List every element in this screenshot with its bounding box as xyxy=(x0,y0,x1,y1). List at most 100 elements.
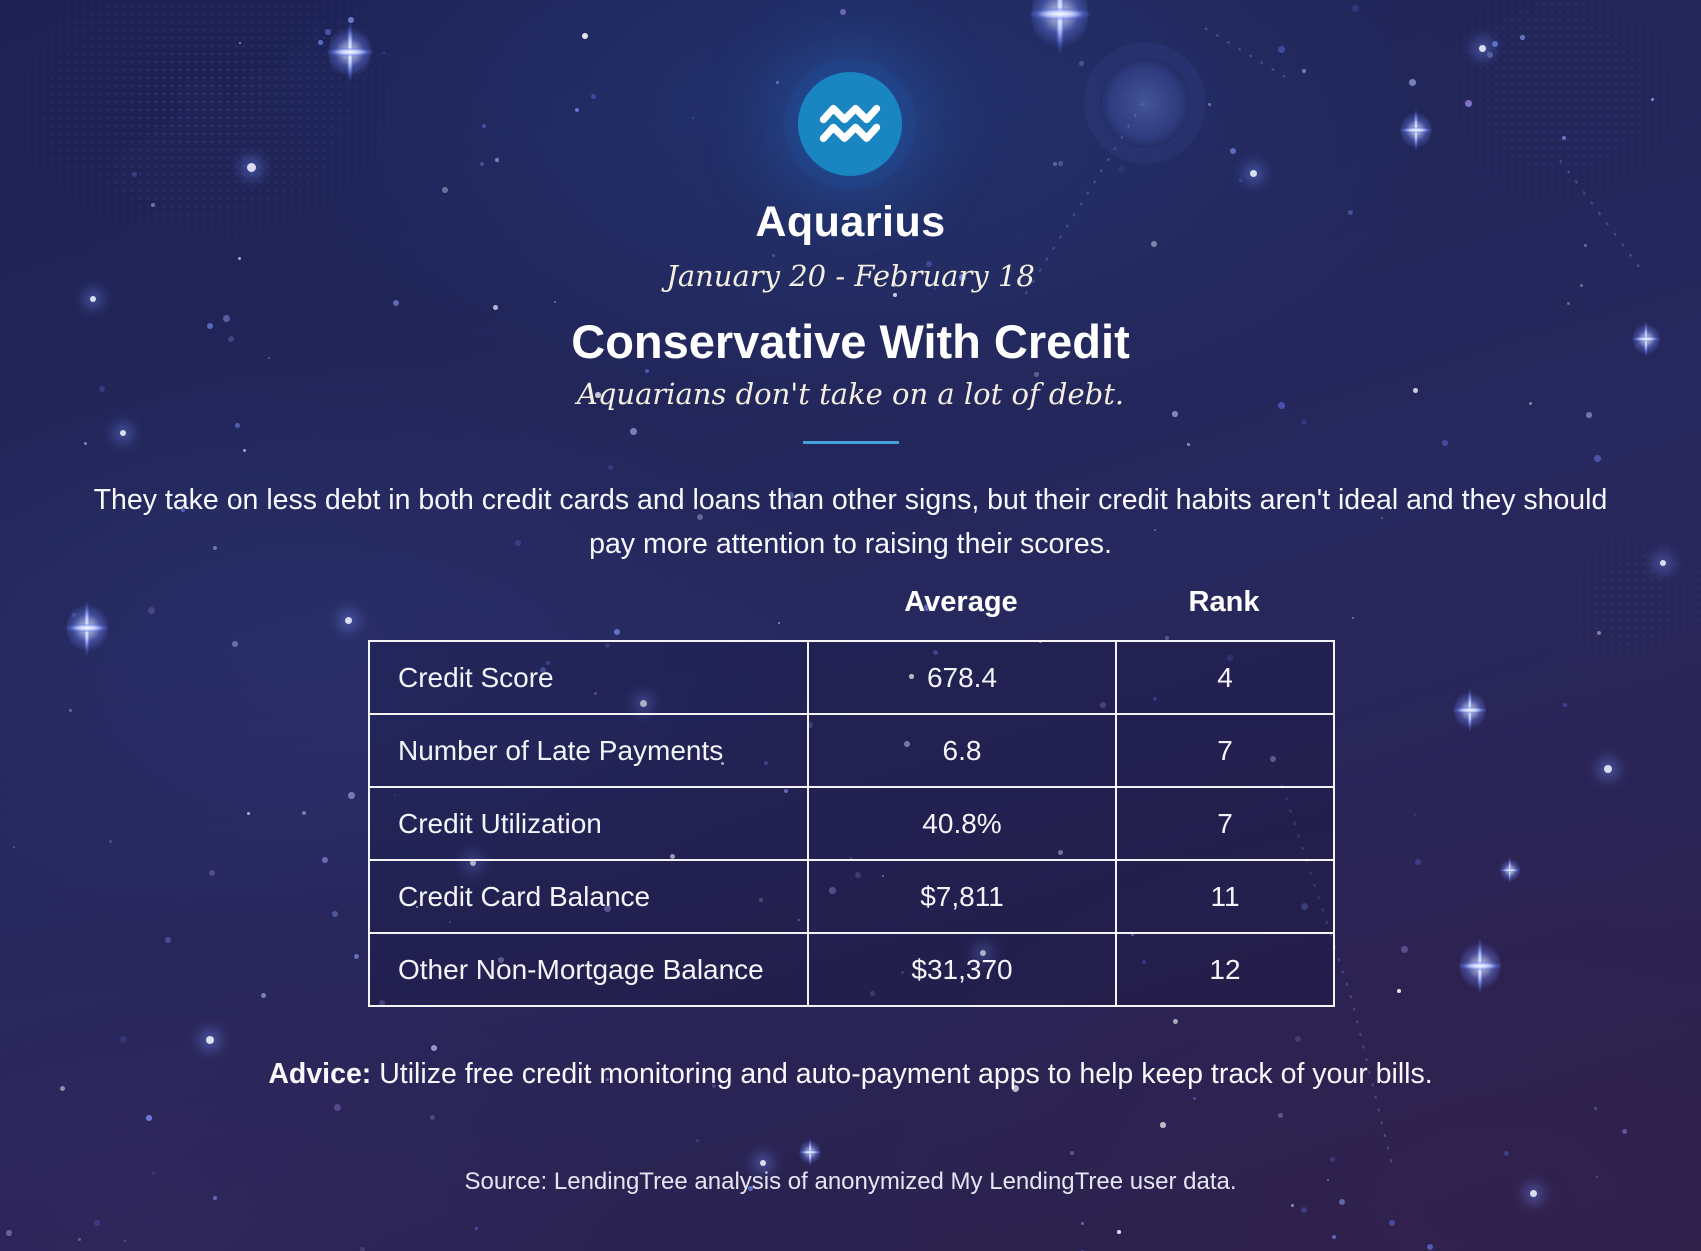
star-dot xyxy=(1053,162,1057,166)
star-dot xyxy=(1563,703,1568,708)
star-dot xyxy=(1622,1129,1628,1135)
advice-text: Utilize free credit monitoring and auto-… xyxy=(371,1058,1433,1090)
star-dot xyxy=(99,386,106,393)
star-dot xyxy=(1413,813,1416,816)
star-dot xyxy=(712,1084,716,1088)
star-dot xyxy=(498,957,504,963)
glow-star xyxy=(345,617,352,624)
table-row-average: 40.8% xyxy=(809,788,1117,861)
star-dot xyxy=(721,762,724,765)
star-dot xyxy=(692,117,695,120)
star-dot xyxy=(243,449,246,452)
table-row-label: Credit Utilization xyxy=(370,788,809,861)
star-dot xyxy=(383,52,386,55)
aquarius-badge xyxy=(798,72,902,176)
sparkle-star-icon xyxy=(58,591,116,665)
glow-star xyxy=(980,950,986,956)
star-dot xyxy=(778,622,781,625)
star-dot xyxy=(608,465,614,471)
star-dot xyxy=(394,794,397,797)
star-dot xyxy=(1389,1220,1395,1226)
star-dot xyxy=(132,172,137,177)
star-dot xyxy=(798,919,801,922)
star-dot xyxy=(748,1186,753,1191)
table-row-average: $31,370 xyxy=(809,934,1117,1007)
column-header-rank: Rank xyxy=(1188,586,1260,618)
star-dot xyxy=(630,428,637,435)
table-row-rank: 4 xyxy=(1117,642,1335,715)
star-dot xyxy=(645,369,649,373)
star-dot xyxy=(482,124,487,129)
star-dot xyxy=(207,323,214,330)
star-dot xyxy=(1291,1204,1295,1208)
star-dot xyxy=(1397,989,1401,993)
star-dot xyxy=(261,993,267,999)
star-dot xyxy=(1594,455,1601,462)
sparkle-star-icon xyxy=(795,1133,825,1171)
star-dot xyxy=(759,898,764,903)
sparkle-star-icon xyxy=(1627,315,1665,363)
star-dot xyxy=(892,283,896,287)
sign-name: Aquarius xyxy=(755,198,946,246)
star-dot xyxy=(348,792,355,799)
star-dot xyxy=(1154,529,1157,532)
star-dot xyxy=(606,1078,609,1081)
star-dot xyxy=(882,875,885,878)
star-dot xyxy=(449,921,451,923)
star-dot xyxy=(1012,1085,1019,1092)
glow-star xyxy=(1660,560,1666,566)
star-dot xyxy=(614,629,620,635)
star-dot xyxy=(1520,35,1525,40)
star-dot xyxy=(1034,372,1039,377)
star-dot xyxy=(697,514,703,520)
star-dot xyxy=(1302,69,1307,74)
star-dot xyxy=(1301,419,1307,425)
star-dot xyxy=(1131,933,1134,936)
star-dot xyxy=(69,709,72,712)
glow-star xyxy=(1479,45,1486,52)
star-dot xyxy=(416,906,419,909)
star-dot xyxy=(1070,1151,1074,1155)
table-row-label: Number of Late Payments xyxy=(370,715,809,788)
star-dot xyxy=(493,305,499,311)
table-row-average: $7,811 xyxy=(809,861,1117,934)
sparkle-star-icon xyxy=(1019,0,1101,66)
sparkle-star-icon xyxy=(1394,102,1438,158)
advice-label: Advice: xyxy=(268,1058,372,1090)
star-dot xyxy=(696,1139,699,1142)
star-dot xyxy=(84,442,87,445)
star-dot xyxy=(146,1115,152,1121)
star-dot xyxy=(379,1000,386,1007)
star-dot xyxy=(651,1080,654,1083)
star-dot xyxy=(764,761,768,765)
star-dot xyxy=(1118,166,1125,173)
star-dot xyxy=(13,846,16,849)
star-dot xyxy=(1381,517,1384,520)
star-dot xyxy=(1562,136,1567,141)
star-dot xyxy=(554,301,557,304)
star-dot xyxy=(959,274,966,281)
star-dot xyxy=(334,1104,341,1111)
glow-star xyxy=(1530,1190,1537,1197)
star-dot xyxy=(223,315,230,322)
star-dot xyxy=(1401,946,1408,953)
star-dot xyxy=(442,187,448,193)
star-dot xyxy=(1332,1235,1336,1239)
star-dot xyxy=(60,1086,66,1092)
star-dot xyxy=(120,1036,127,1043)
star-dot xyxy=(893,293,898,298)
star-dot xyxy=(124,1240,127,1243)
star-dot xyxy=(1465,100,1472,107)
star-dot xyxy=(78,1238,81,1241)
star-dot xyxy=(1142,960,1147,965)
star-dot xyxy=(475,1227,478,1230)
star-dot xyxy=(1597,631,1602,636)
star-dot xyxy=(575,108,579,112)
sparkle-star-icon xyxy=(1447,681,1493,739)
glow-star xyxy=(1250,170,1257,177)
star-dot xyxy=(1442,440,1448,446)
star-dot xyxy=(228,336,235,343)
star-dot xyxy=(1301,903,1308,910)
